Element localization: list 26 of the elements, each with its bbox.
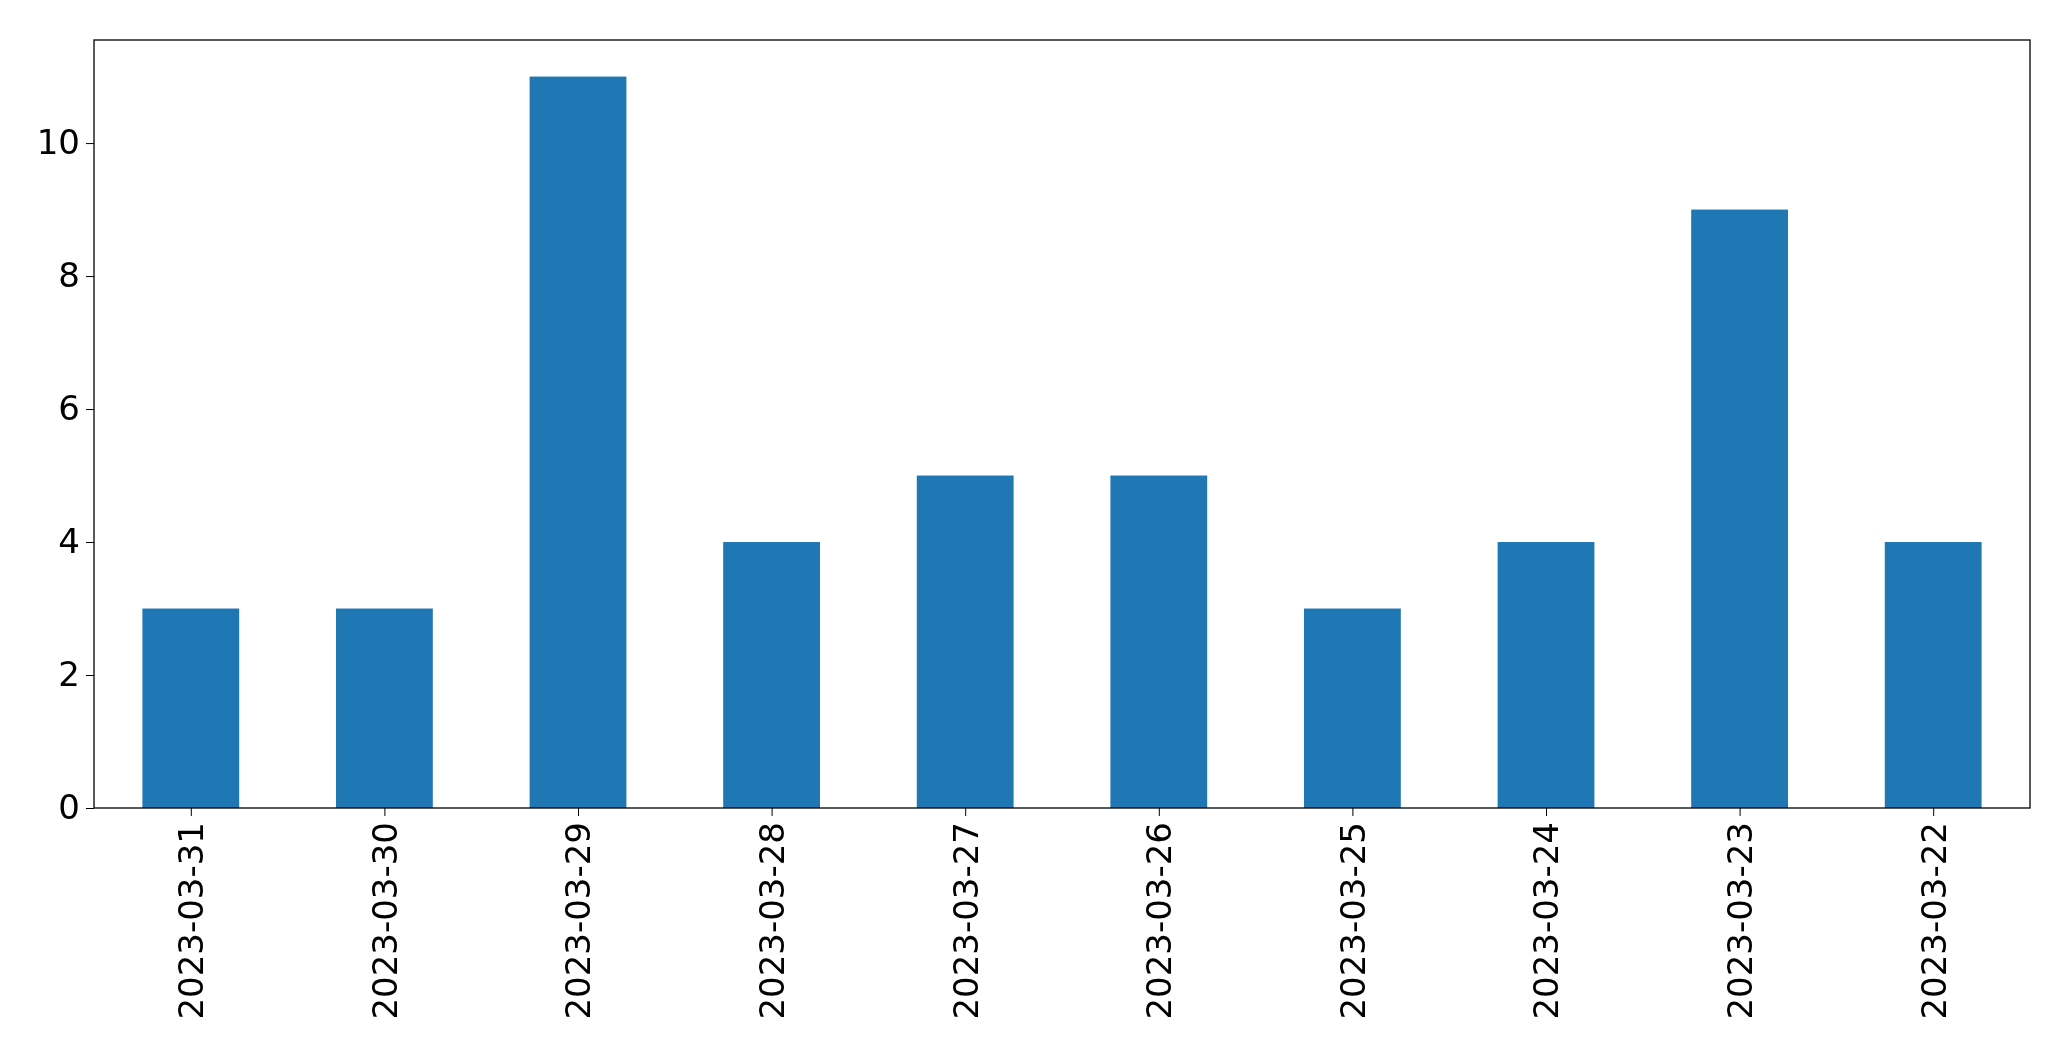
x-tick-label: 2023-03-30: [364, 822, 405, 1020]
bar: [1304, 608, 1401, 808]
x-tick-label: 2023-03-23: [1720, 822, 1760, 1020]
y-tick-label: 4: [58, 521, 80, 562]
x-tick-label: 2023-03-22: [1913, 822, 1954, 1020]
bar: [142, 608, 240, 808]
x-tick-label: 2023-03-28: [752, 822, 792, 1020]
x-tick-label: 2023-03-31: [171, 822, 212, 1020]
x-tick-label: 2023-03-25: [1332, 822, 1373, 1020]
y-tick-label: 6: [58, 388, 80, 429]
bar: [1691, 209, 1788, 808]
bar: [1110, 475, 1208, 808]
x-tick-label: 2023-03-26: [1139, 822, 1180, 1020]
y-tick-label: 10: [36, 122, 80, 163]
y-tick-label: 2: [58, 654, 80, 695]
y-tick-label: 0: [58, 787, 80, 828]
bar: [1497, 542, 1595, 808]
x-tick-label: 2023-03-29: [558, 822, 599, 1020]
bar: [529, 76, 627, 808]
bar: [1884, 542, 1982, 808]
y-tick-label: 8: [58, 255, 80, 296]
bar: [336, 608, 433, 808]
x-tick-label: 2023-03-24: [1526, 822, 1567, 1020]
bar: [723, 542, 820, 808]
x-tick-label: 2023-03-27: [945, 822, 986, 1020]
bar: [916, 475, 1014, 808]
